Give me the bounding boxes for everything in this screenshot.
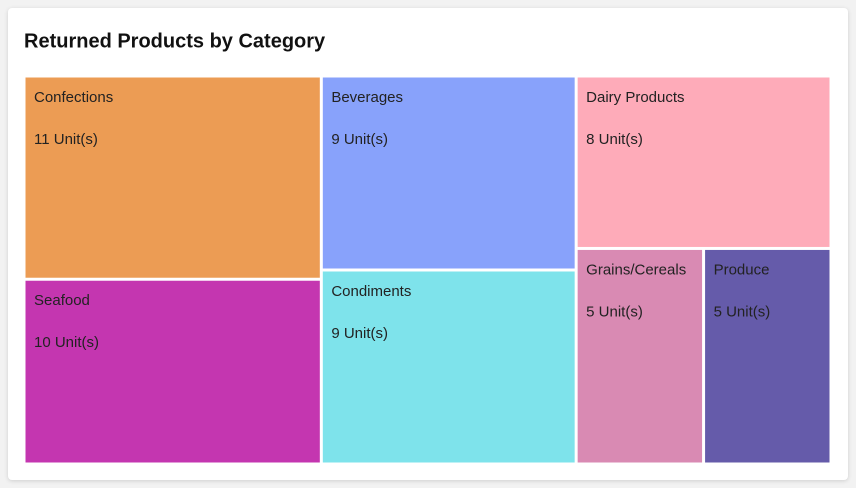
cell-label: Confections bbox=[34, 89, 113, 106]
cell-label: Seafood bbox=[34, 292, 90, 309]
treemap-cell bbox=[322, 271, 575, 463]
cell-value-label: 9 Unit(s) bbox=[331, 131, 388, 148]
cell-value-label: 5 Unit(s) bbox=[714, 303, 771, 320]
cell-label: Dairy Products bbox=[586, 89, 684, 106]
cell-label: Produce bbox=[714, 261, 770, 278]
cell-value-label: 10 Unit(s) bbox=[34, 334, 99, 351]
cell-label: Grains/Cereals bbox=[586, 261, 686, 278]
treemap-cell bbox=[577, 249, 703, 463]
treemap-cell bbox=[322, 77, 575, 269]
cell-value-label: 5 Unit(s) bbox=[586, 303, 643, 320]
treemap-cell bbox=[25, 280, 320, 463]
cell-value-label: 8 Unit(s) bbox=[586, 131, 643, 148]
treemap-cell bbox=[577, 77, 830, 247]
treemap-cell bbox=[705, 249, 830, 463]
treemap-cell bbox=[25, 77, 320, 278]
cell-value-label: 11 Unit(s) bbox=[34, 131, 98, 148]
cell-value-label: 9 Unit(s) bbox=[331, 325, 388, 342]
cell-label: Beverages bbox=[331, 89, 403, 106]
cell-label: Condiments bbox=[331, 283, 411, 300]
chart-title: Returned Products by Category bbox=[24, 30, 326, 52]
